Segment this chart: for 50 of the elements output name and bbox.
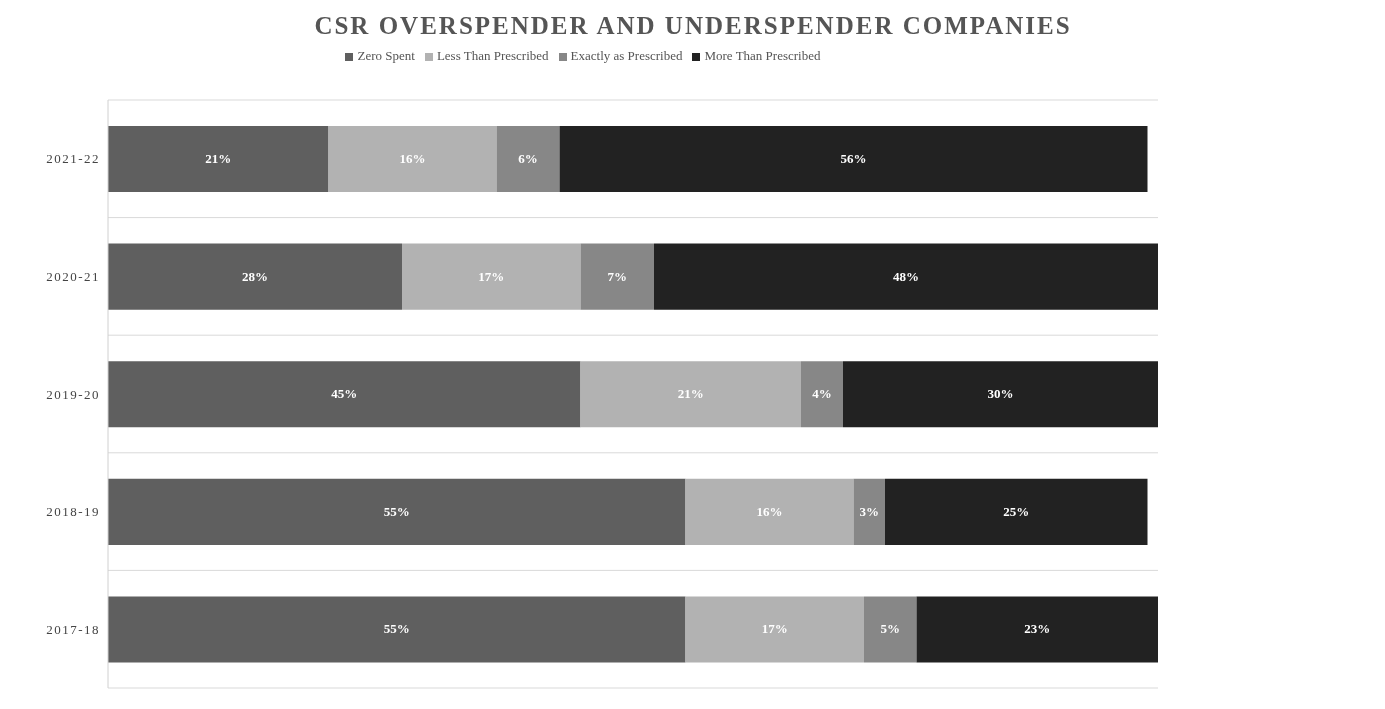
data-label: 21% <box>677 386 704 402</box>
bar <box>108 243 402 310</box>
data-label: 28% <box>242 268 268 284</box>
data-label: 7% <box>607 268 627 284</box>
data-label: 56% <box>840 151 867 167</box>
bar <box>685 596 864 663</box>
legend-label: Zero Spent <box>357 48 415 63</box>
data-label: 16% <box>756 503 783 519</box>
data-label: 21% <box>205 151 232 167</box>
bar <box>853 478 885 545</box>
y-tick-label: 2017-18 <box>46 621 100 637</box>
bar <box>108 596 686 663</box>
bar <box>496 126 560 193</box>
y-tick-label: 2021-22 <box>46 151 100 167</box>
data-label: 17% <box>478 268 505 284</box>
data-label: 48% <box>893 268 919 284</box>
data-label: 30% <box>987 386 1014 402</box>
data-label: 23% <box>1024 621 1051 637</box>
bar <box>328 126 497 193</box>
legend-label: More Than Prescribed <box>704 48 821 63</box>
data-label: 6% <box>518 151 538 167</box>
bar <box>580 361 801 428</box>
bar <box>654 243 1158 310</box>
bar <box>843 361 1158 428</box>
data-label: 3% <box>859 503 879 519</box>
bar <box>885 478 1148 545</box>
chart-title: CSR OVERSPENDER AND UNDERSPENDER COMPANIES <box>313 11 1073 41</box>
bar <box>108 361 581 428</box>
data-label: 25% <box>1003 503 1030 519</box>
data-label: 17% <box>761 621 788 637</box>
bar <box>916 596 1158 663</box>
data-label: 55% <box>383 503 410 519</box>
bar <box>559 126 1148 193</box>
bar <box>801 361 843 428</box>
bar <box>108 126 329 193</box>
data-label: 16% <box>399 151 426 167</box>
data-label: 4% <box>812 386 832 402</box>
y-tick-label: 2018-19 <box>46 504 100 520</box>
legend-label: Less Than Prescribed <box>436 48 549 63</box>
bar <box>580 243 654 310</box>
bar <box>108 478 686 545</box>
legend-label: Exactly as Prescribed <box>570 48 683 63</box>
data-label: 5% <box>880 621 900 637</box>
y-tick-label: 2020-21 <box>46 269 100 285</box>
y-tick-label: 2019-20 <box>46 386 100 402</box>
bar <box>685 478 854 545</box>
bar <box>864 596 917 663</box>
bar <box>402 243 581 310</box>
data-label: 55% <box>383 621 410 637</box>
data-label: 45% <box>331 386 358 402</box>
